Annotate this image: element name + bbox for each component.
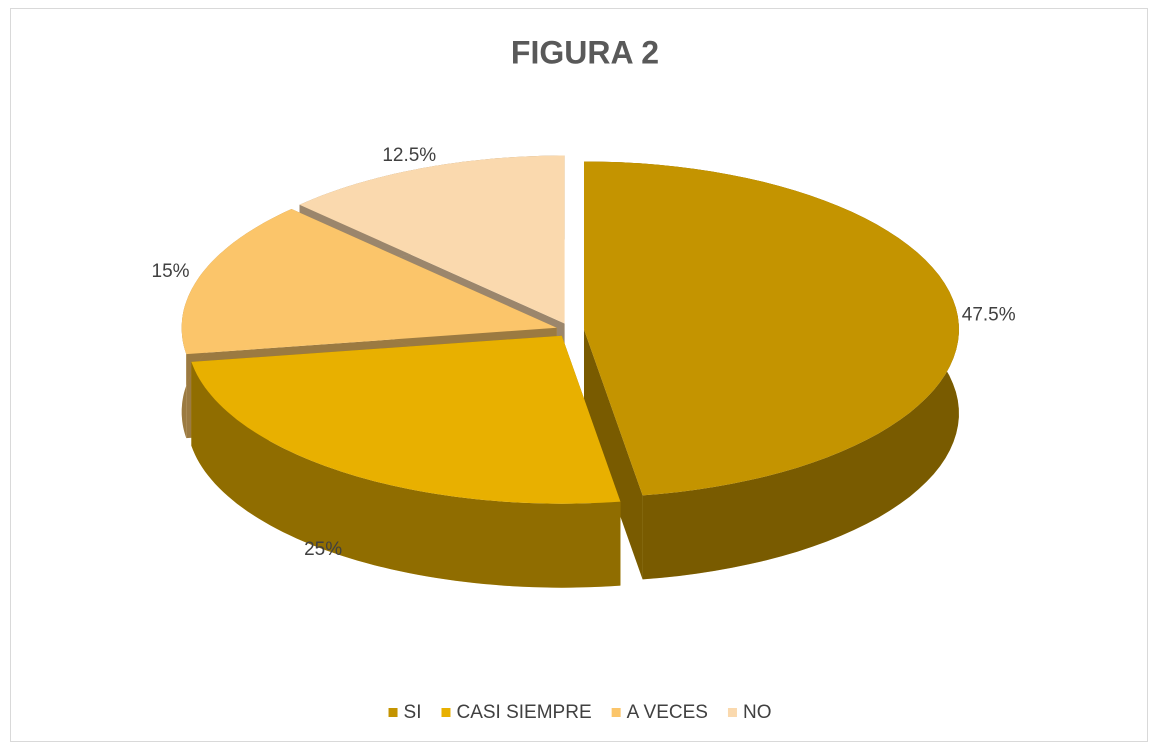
data-label: 25% [304,539,342,560]
legend-label: A VECES [627,702,708,723]
pie-slice [181,209,557,355]
legend-swatch [388,708,398,717]
legend-swatch [727,708,737,717]
slice [584,161,959,580]
slice-side-shade [584,329,643,580]
legend-label: NO [743,702,772,723]
chart-border [10,8,1148,742]
data-label: 12.5% [382,145,436,166]
slice-side-shade [191,361,621,588]
legend-swatch [441,708,451,717]
chart-title: FIGURA 2 [511,34,659,70]
pie-slice [191,335,621,504]
legend: SI CASI SIEMPRE A VECES NO [388,702,772,723]
legend-label: SI [404,702,422,723]
legend-swatch [611,708,621,717]
slice-side [584,329,643,580]
pie-slice [299,155,565,324]
pie-slice [584,161,959,496]
data-label: 47.5% [962,304,1016,325]
legend-label: CASI SIEMPRE [456,702,591,723]
slice [191,335,621,588]
slice-side [191,361,621,588]
data-label: 15% [152,261,190,282]
